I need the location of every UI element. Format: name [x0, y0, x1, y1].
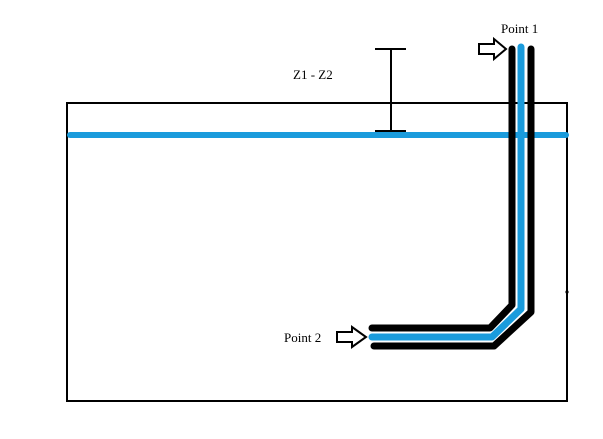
pipe — [368, 43, 535, 350]
point1-arrow-icon — [478, 36, 508, 62]
point1-label: Point 1 — [501, 21, 538, 36]
pipe-water — [368, 43, 525, 341]
tank-edge-dot — [565, 290, 569, 294]
point2-arrow-icon — [336, 325, 368, 349]
pipe-wall-right — [370, 45, 535, 350]
tank-outline — [66, 102, 568, 402]
pipe-wall-left — [368, 45, 516, 332]
height-difference-label: Z1 - Z2 — [293, 67, 333, 82]
height-dimension-marker — [375, 48, 406, 132]
point2-label: Point 2 — [284, 330, 321, 345]
